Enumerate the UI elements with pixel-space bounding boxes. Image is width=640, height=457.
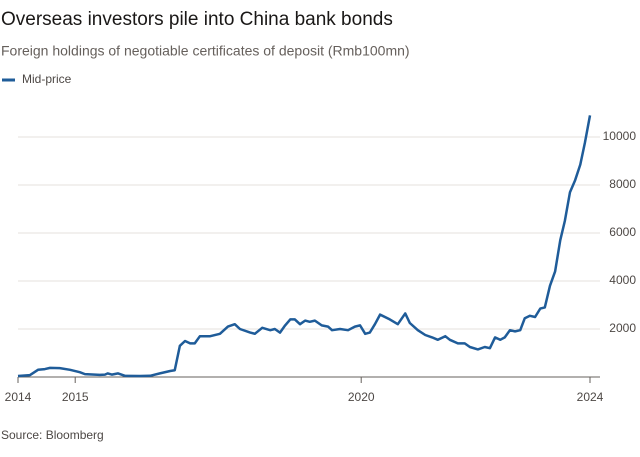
legend-label: Mid-price	[22, 72, 72, 86]
x-tick-label: 2014	[5, 390, 32, 404]
y-tick-label: 10000	[603, 129, 637, 143]
y-tick-label: 6000	[609, 225, 636, 239]
x-tick-label: 2024	[577, 390, 604, 404]
chart-subtitle: Foreign holdings of negotiable certifica…	[1, 43, 410, 59]
source: Source: Bloomberg	[1, 428, 104, 442]
y-tick-label: 2000	[609, 321, 636, 335]
series-line	[17, 115, 592, 378]
y-tick-label: 4000	[609, 273, 636, 287]
x-tick-label: 2015	[62, 390, 89, 404]
y-tick-label: 8000	[609, 177, 636, 191]
chart-title: Overseas investors pile into China bank …	[1, 9, 393, 30]
x-tick-label: 2020	[348, 390, 375, 404]
